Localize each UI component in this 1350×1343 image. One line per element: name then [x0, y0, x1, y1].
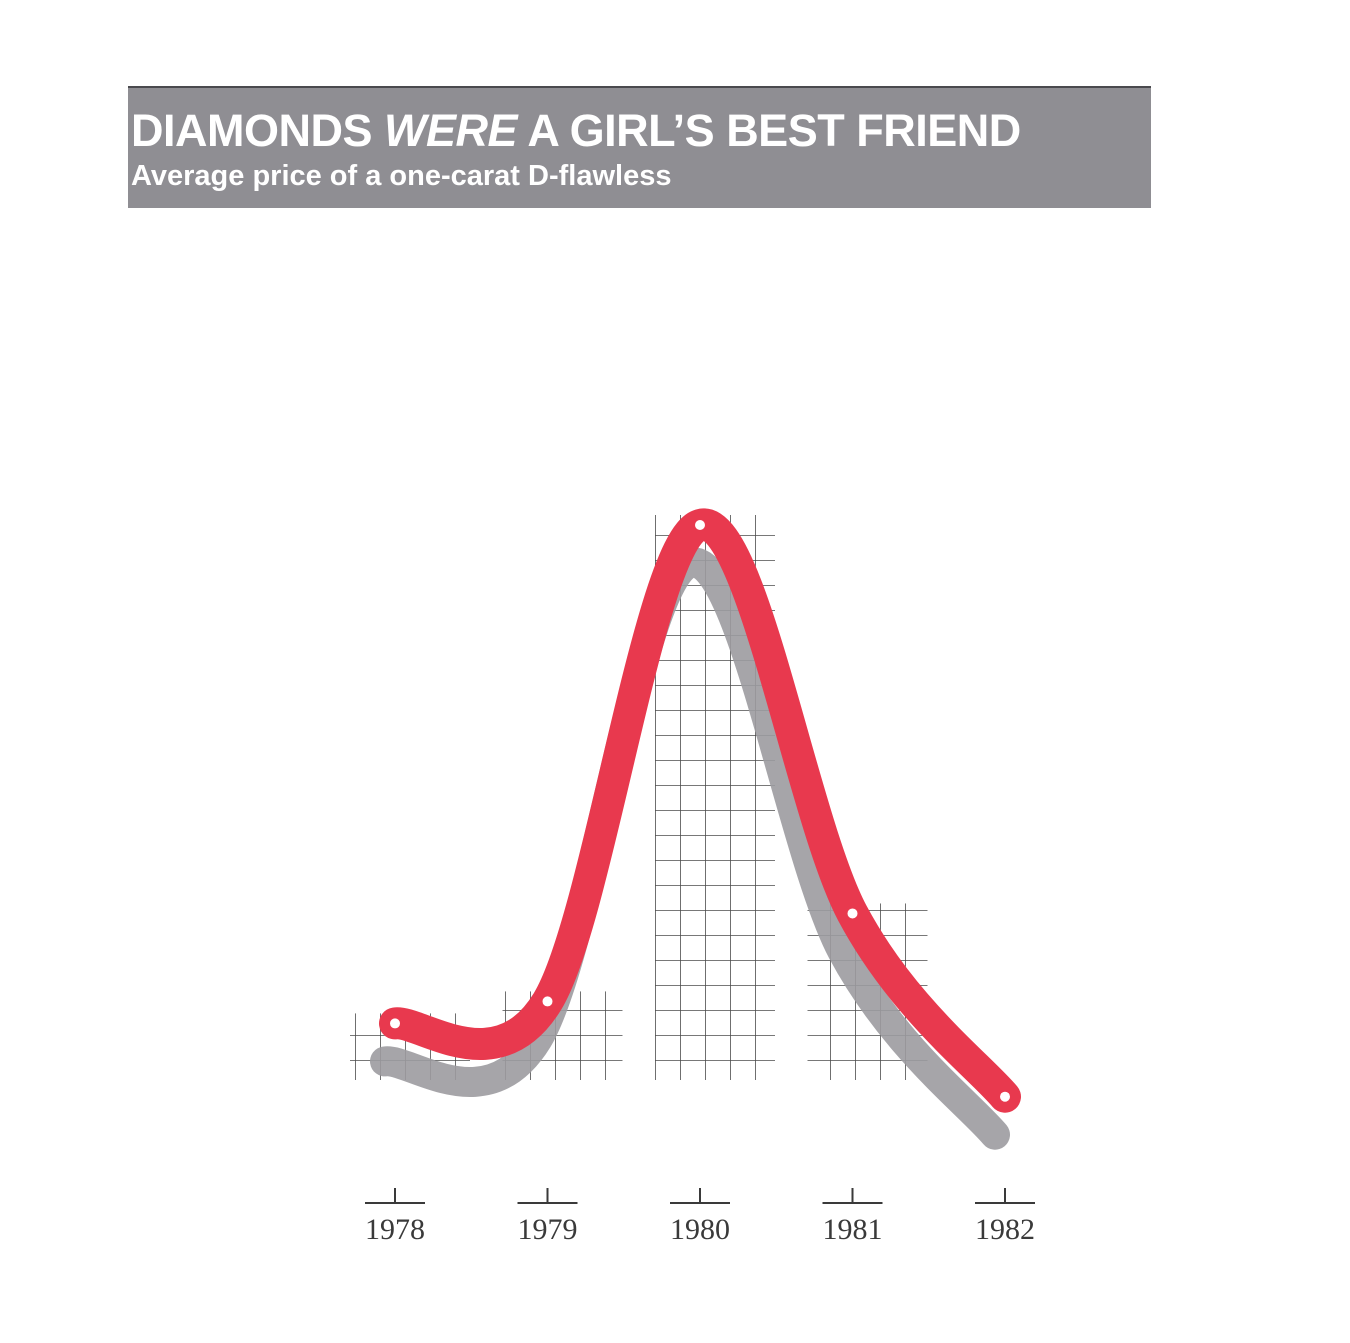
tick-label-1980: 1980	[670, 1213, 730, 1246]
title-part-emphasis: WERE	[384, 105, 518, 156]
x-axis: 1978 1979 1980 1981 1982	[365, 1188, 1035, 1246]
data-point-1979	[542, 996, 553, 1007]
title-band: DIAMONDS WERE A GIRL’S BEST FRIEND Avera…	[128, 86, 1151, 208]
chart-subtitle: Average price of a one-carat D-flawless	[131, 160, 672, 192]
grid-steps	[350, 515, 928, 1080]
data-point-1980	[695, 520, 705, 530]
tick-label-1981: 1981	[823, 1213, 883, 1246]
tick-label-1978: 1978	[365, 1213, 425, 1246]
chart-title: DIAMONDS WERE A GIRL’S BEST FRIEND	[131, 108, 1021, 153]
tick-label-1982: 1982	[975, 1213, 1035, 1246]
data-point-1982	[1000, 1091, 1010, 1102]
title-part-post: A GIRL’S BEST FRIEND	[517, 105, 1021, 156]
data-points	[390, 520, 1010, 1102]
tick-label-1979: 1979	[518, 1213, 578, 1246]
data-point-1981	[847, 908, 858, 919]
title-part-pre: DIAMONDS	[131, 105, 384, 156]
data-point-1978	[390, 1018, 400, 1029]
